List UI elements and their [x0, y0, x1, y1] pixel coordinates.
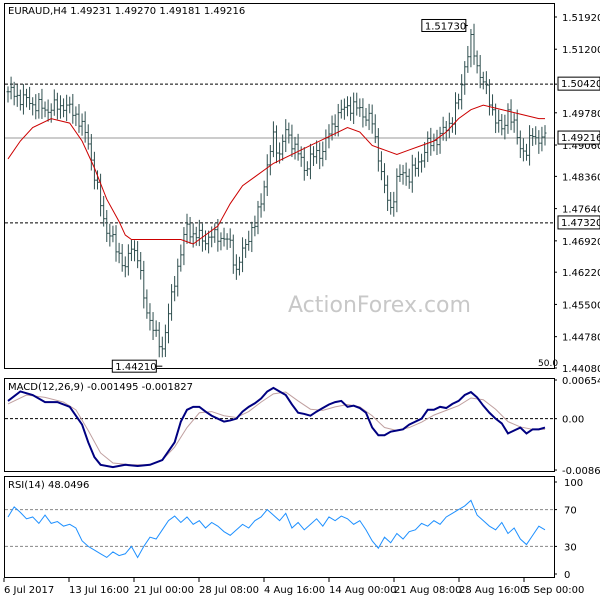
- price-tick-label-1: 1.51200: [562, 45, 600, 56]
- level-tag-2: [557, 130, 600, 145]
- annotation-box-1: [111, 359, 157, 373]
- watermark: ActionForex.com: [288, 293, 471, 318]
- rsi-tick-label-1: 70: [564, 506, 577, 517]
- price-tick-label-3: 1.49780: [562, 109, 600, 120]
- x-tick-label-1: 13 Jul 16:00: [69, 585, 129, 596]
- price-tick-label-0: 1.51920: [562, 13, 600, 24]
- annotation-label-0: 1.51730: [425, 21, 466, 32]
- price-tick-label-4: 1.49060: [562, 141, 600, 152]
- x-tick-label-5: 14 Aug 00:00: [329, 585, 396, 596]
- rsi-line: [7, 499, 546, 559]
- price-tick-label-8: 1.46220: [562, 268, 600, 279]
- level-tag-label-2: 1.49216: [561, 133, 600, 144]
- x-tick-label-4: 4 Aug 16:00: [264, 585, 325, 596]
- rsi-header: RSI(14) 48.0496: [8, 480, 89, 491]
- price-tick-label-10: 1.44780: [562, 333, 600, 344]
- rsi-panel: [4, 476, 555, 578]
- level-tag-0: [557, 76, 600, 91]
- price-tick-label-9: 1.45500: [562, 300, 600, 311]
- macd-tick-label-0: 0.006542: [562, 376, 600, 387]
- rsi-tick-label-2: 30: [564, 542, 577, 553]
- x-tick-label-6: 21 Aug 08:00: [394, 585, 461, 596]
- macd-tick-label-1: 0.00: [562, 415, 584, 426]
- x-tick-label-8: 5 Sep 00:00: [524, 585, 584, 596]
- moving-average-line: [7, 104, 545, 245]
- main-header: EURAUD,H4 1.49231 1.49270 1.49181 1.4921…: [8, 6, 245, 17]
- macd-signal-line: [7, 391, 545, 466]
- level-tag-1: [557, 215, 600, 230]
- price-tick-label-5: 1.48360: [562, 172, 600, 183]
- level-tag-label-1: 1.47320: [561, 218, 600, 229]
- annotation-label-1: 1.44210: [115, 362, 156, 373]
- price-tick-label-11: 1.44080: [562, 364, 600, 375]
- macd-header: MACD(12,26,9) -0.001495 -0.001827: [8, 382, 193, 393]
- price-panel: [4, 3, 555, 369]
- x-tick-label-2: 21 Jul 00:00: [134, 585, 194, 596]
- macd-tick-label-2: -0.008684: [562, 466, 600, 477]
- annotation-box-0: [421, 18, 467, 32]
- rsi-tick-label-0: 100: [564, 478, 583, 489]
- level-tag-label-0: 1.50420: [561, 79, 600, 90]
- x-tick-label-7: 28 Aug 16:00: [459, 585, 526, 596]
- x-tick-label-3: 28 Jul 08:00: [199, 585, 259, 596]
- price-tick-label-6: 1.47640: [562, 205, 600, 216]
- rsi-tick-label-3: 0: [564, 570, 570, 581]
- macd-panel: [4, 378, 555, 472]
- x-tick-label-0: 6 Jul 2017: [4, 585, 54, 596]
- fib-label: 50.0: [538, 359, 558, 369]
- price-tick-label-7: 1.46920: [562, 237, 600, 248]
- macd-main-line: [7, 386, 546, 469]
